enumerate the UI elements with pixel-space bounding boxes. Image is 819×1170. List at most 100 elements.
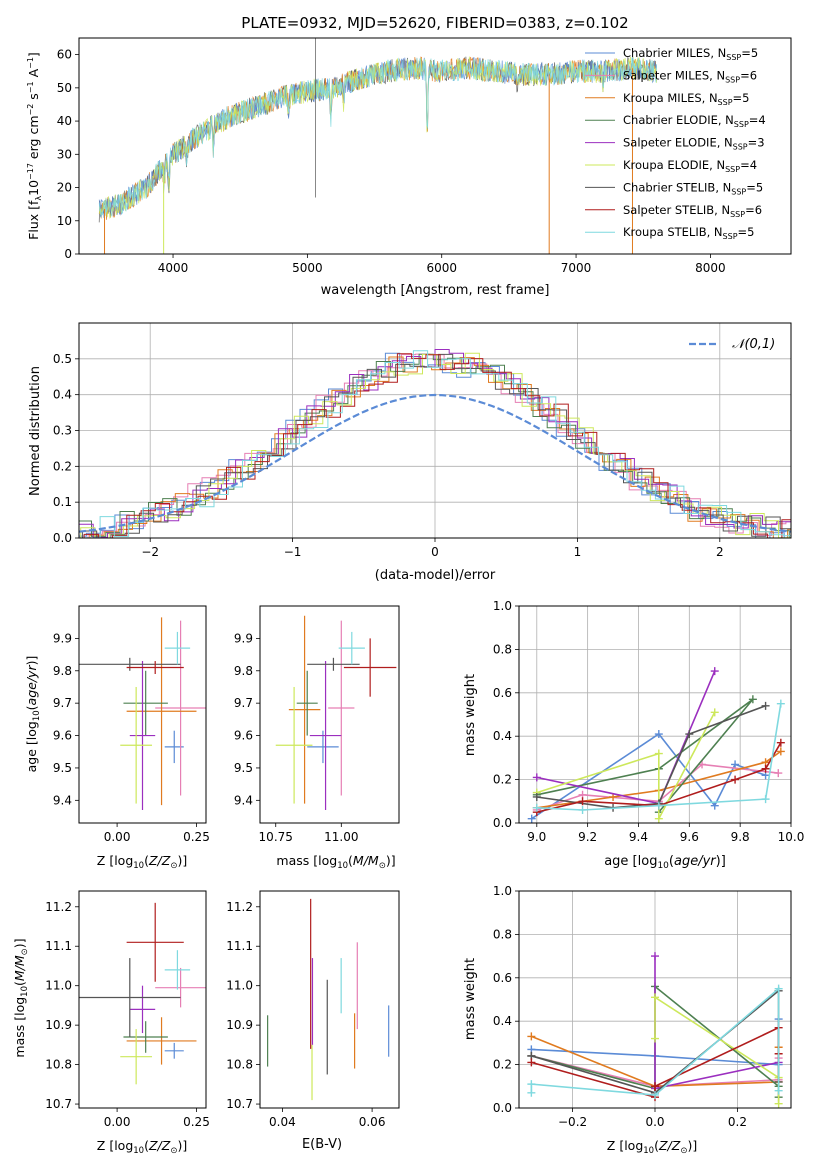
residuals-ytick-label: 0.2 <box>53 459 72 473</box>
age_vs_Z-ytick-label: 9.9 <box>53 631 72 645</box>
weight_vs_age-marker-kroupa_stelib <box>776 699 785 708</box>
spectrum-ylabel: Flux [fλ10−17 erg cm−2 s−1 A−1] <box>26 52 43 240</box>
weight_vs_age-line-kroupa_elodie <box>536 711 716 820</box>
weight_vs_age-ytick-label: 0.4 <box>493 729 512 743</box>
spectrum-ytick-label: 50 <box>57 81 72 95</box>
spectrum-frame <box>78 37 792 255</box>
spectrum-legend-label: Chabrier MILES, NSSP=5 <box>623 46 758 62</box>
weight_vs_age-marker-salpeter_stelib <box>776 738 785 747</box>
weight_vs_Z-marker-salpeter_stelib <box>527 1058 536 1067</box>
age_vs_Z-ytick-label: 9.4 <box>53 793 72 807</box>
residual-hist-salpeter_stelib <box>79 353 791 538</box>
weight_vs_age-line-chabrier_elodie <box>536 698 754 813</box>
spectrum-xtick-label: 5000 <box>292 261 323 275</box>
weight_vs_age-xtick-label: 10.0 <box>778 830 805 844</box>
mass_vs_ebv-frame <box>259 890 400 1109</box>
weight_vs_Z-marker-kroupa_elodie <box>651 1034 659 1043</box>
weight_vs_Z-xtick-label: −0.2 <box>558 1115 587 1129</box>
weight_vs_Z-marker-kroupa_miles <box>527 1032 536 1041</box>
weight_vs_age-marker-salpeter_stelib <box>761 764 770 773</box>
age_vs_mass-frame <box>259 605 400 824</box>
age_vs_mass-xtick-label: 11.00 <box>324 830 358 844</box>
spectrum-legend-label: Kroupa ELODIE, NSSP=4 <box>623 158 757 174</box>
weight_vs_Z-line-salpeter_elodie <box>654 956 779 1090</box>
weight_vs_Z-xtick-label: 0.0 <box>645 1115 664 1129</box>
weight_vs_Z-ytick-label: 0.0 <box>493 1101 512 1115</box>
weight_vs_Z-marker-kroupa_stelib <box>527 1088 536 1097</box>
spectrum-ytick-label: 30 <box>57 147 72 161</box>
spectrum-line-chabrier_miles <box>98 56 658 218</box>
weight_vs_age-marker-salpeter_stelib <box>731 775 740 784</box>
mass-z-ylabel: mass [log10(M/M⊙)] <box>12 938 30 1057</box>
weight-z-xlabel: Z [log10(Z/Z⊙)] <box>607 1138 697 1156</box>
weight_vs_age-marker-salpeter_stelib <box>578 797 587 806</box>
weight_vs_age-marker-chabrier_stelib <box>532 792 541 801</box>
residuals-ytick-label: 0.0 <box>53 531 72 545</box>
weight_vs_age-marker-kroupa_stelib <box>654 801 663 810</box>
weight_vs_age-marker-kroupa_elodie <box>654 749 663 758</box>
age_vs_mass-ytick-label: 9.8 <box>234 664 253 678</box>
weight_vs_Z-marker-kroupa_stelib <box>774 984 783 993</box>
weight_vs_Z-marker-kroupa_elodie <box>651 993 659 1002</box>
residuals-ytick-label: 0.1 <box>53 495 72 509</box>
weight_vs_Z-line-kroupa_elodie <box>654 995 780 1104</box>
age_vs_Z-xtick-label: 0.25 <box>183 830 210 844</box>
age_vs_mass-ytick-label: 9.7 <box>234 696 253 710</box>
residuals-ylabel: Normed distribution <box>28 366 43 496</box>
age-mass-xlabel: mass [log10(M/M⊙)] <box>276 853 395 871</box>
weight_vs_age-marker-chabrier_stelib <box>761 701 770 710</box>
spectrum-legend-label: Salpeter MILES, NSSP=6 <box>623 68 757 84</box>
mass_vs_Z-xtick-label: 0.00 <box>104 1115 131 1129</box>
spectrum-legend-label: Salpeter ELODIE, NSSP=3 <box>623 136 765 152</box>
weight_vs_Z-marker-kroupa_elodie <box>774 1099 783 1108</box>
age_vs_mass-xtick-label: 10.75 <box>259 830 293 844</box>
age_vs_Z-xtick-label: 0.00 <box>104 830 131 844</box>
spectrum-ytick-label: 60 <box>57 48 72 62</box>
weight-age-ylabel: mass weight <box>463 674 478 756</box>
axes-layer <box>75 37 792 1112</box>
weight_vs_age-xtick-label: 9.4 <box>629 830 648 844</box>
spectrum-ytick-label: 0 <box>64 247 72 261</box>
weight_vs_age-marker-salpeter_elodie <box>532 773 541 782</box>
mass_vs_Z-frame <box>78 890 207 1109</box>
weight_vs_age-marker-kroupa_elodie <box>710 708 719 717</box>
weight_vs_Z-ytick-label: 0.4 <box>493 1014 512 1028</box>
mass_vs_Z-xtick-label: 0.25 <box>183 1115 210 1129</box>
age_vs_mass-ytick-label: 9.6 <box>234 729 253 743</box>
weight_vs_age-xtick-label: 9.2 <box>578 830 597 844</box>
mass_vs_ebv-xtick-label: 0.04 <box>269 1115 296 1129</box>
age_vs_Z-frame <box>78 605 207 824</box>
mass-z-xlabel: Z [log10(Z/Z⊙)] <box>97 1138 187 1156</box>
weight_vs_age-xtick-label: 9.8 <box>731 830 750 844</box>
weight_vs_age-line-salpeter_stelib <box>536 742 782 813</box>
weight_vs_age-ytick-label: 0.6 <box>493 686 512 700</box>
age_vs_mass-ytick-label: 9.4 <box>234 793 253 807</box>
spectrum-legend-label: Chabrier ELODIE, NSSP=4 <box>623 113 766 129</box>
mass_vs_Z-ytick-label: 11.0 <box>45 979 72 993</box>
weight_vs_age-marker-salpeter_miles <box>774 769 783 778</box>
weight_vs_Z-xtick-label: 0.2 <box>728 1115 747 1129</box>
age_vs_Z-ytick-label: 9.6 <box>53 729 72 743</box>
residuals-xtick-label: −2 <box>141 545 159 559</box>
weight_vs_age-marker-chabrier_miles <box>527 814 536 823</box>
spectrum-legend-label: Kroupa MILES, NSSP=5 <box>623 91 749 107</box>
residuals-ytick-label: 0.5 <box>53 352 72 366</box>
age_vs_mass-ytick-label: 9.5 <box>234 761 253 775</box>
weight_vs_age-marker-kroupa_stelib <box>761 795 770 804</box>
age_vs_Z-ytick-label: 9.5 <box>53 761 72 775</box>
weight-age-xlabel: age [log10(age/yr)] <box>604 854 726 871</box>
weight_vs_Z-ytick-label: 0.2 <box>493 1058 512 1072</box>
residuals-xtick-label: 1 <box>574 545 582 559</box>
residual-hist-kroupa_elodie <box>79 352 791 538</box>
spectrum-xtick-label: 7000 <box>561 261 592 275</box>
spectrum-legend-label: Salpeter STELIB, NSSP=6 <box>623 203 762 219</box>
spectrum-legend-label: Chabrier STELIB, NSSP=5 <box>623 180 763 196</box>
age_vs_Z-ytick-label: 9.7 <box>53 696 72 710</box>
weight_vs_Z-ytick-label: 0.8 <box>493 927 512 941</box>
weight_vs_age-marker-salpeter_elodie <box>710 667 719 676</box>
residuals-xtick-label: 0 <box>431 545 439 559</box>
mass_vs_Z-ytick-label: 10.9 <box>45 1018 72 1032</box>
weight_vs_age-marker-kroupa_elodie <box>654 814 663 823</box>
residual-hist-kroupa_miles <box>79 356 791 538</box>
